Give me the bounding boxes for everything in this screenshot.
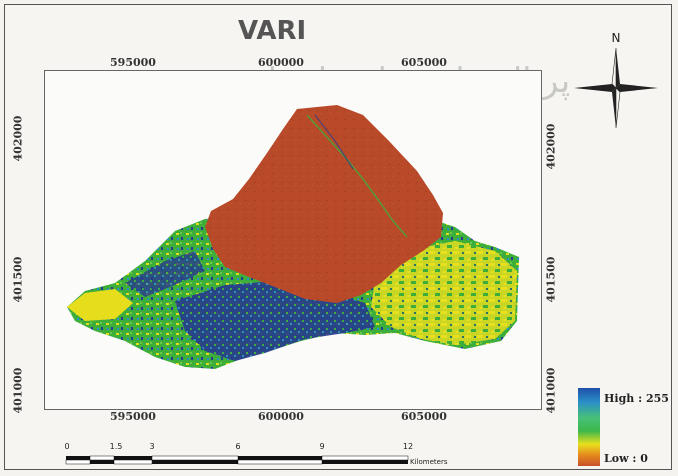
y-tick-left-3: 401000 — [11, 367, 25, 414]
red-highland-core — [205, 105, 443, 303]
vari-raster — [67, 105, 519, 369]
y-tick-right-3: 401000 — [544, 367, 558, 414]
scale-tick-0: 0 — [64, 442, 70, 451]
scale-unit-label: Kilometers — [410, 458, 448, 466]
scale-bar: 0 1.5 3 6 9 12 Kilometers — [64, 442, 447, 472]
yellow-sector-east — [371, 241, 517, 345]
yellow-sector-west — [67, 289, 133, 321]
map-title: VARI — [238, 16, 307, 46]
legend-high-label: High : 255 — [604, 392, 669, 405]
legend-color-ramp — [578, 388, 600, 466]
y-tick-left-2: 401500 — [11, 256, 25, 303]
scale-tick-3: 6 — [235, 442, 241, 451]
y-tick-left-1: 402000 — [11, 115, 25, 162]
scale-tick-1: 1.5 — [109, 442, 123, 451]
map-area — [44, 70, 542, 410]
north-arrow-icon: N — [574, 31, 658, 129]
stream-channel — [306, 114, 408, 238]
x-tick-top-3: 605000 — [401, 56, 447, 69]
scale-tick-4: 9 — [319, 442, 325, 451]
x-tick-top-1: 595000 — [110, 56, 156, 69]
scale-tick-2: 3 — [149, 442, 155, 451]
x-tick-bottom-1: 595000 — [110, 410, 156, 423]
stream-channel-2 — [314, 114, 354, 170]
x-tick-top-2: 600000 — [258, 56, 304, 69]
x-tick-bottom-2: 600000 — [258, 410, 304, 423]
north-label: N — [612, 31, 621, 45]
y-tick-right-2: 401500 — [544, 256, 558, 303]
blue-band-west — [125, 251, 205, 297]
y-tick-right-1: 402000 — [544, 123, 558, 170]
scale-tick-5: 12 — [402, 442, 414, 451]
x-tick-bottom-3: 605000 — [401, 410, 447, 423]
legend-low-label: Low : 0 — [604, 452, 648, 465]
